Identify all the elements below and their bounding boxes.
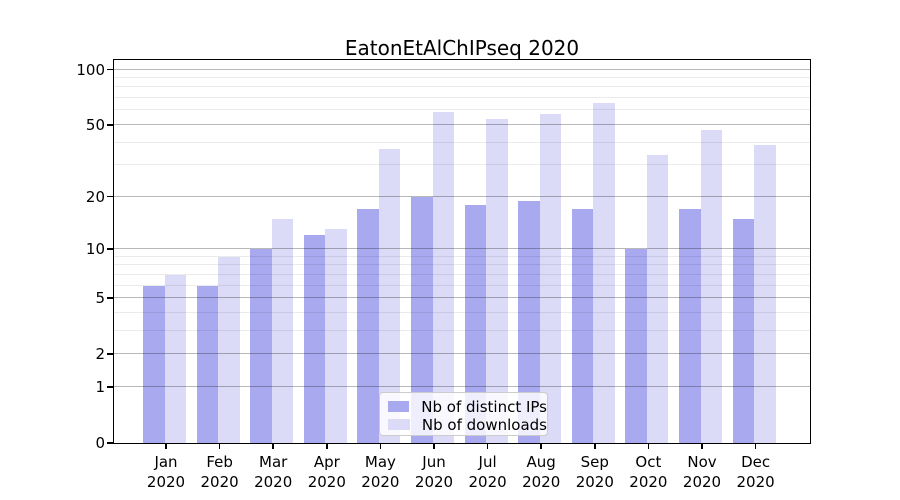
y-tick-label-10: 10 bbox=[85, 239, 105, 258]
x-tick-label-jan: Jan 2020 bbox=[146, 453, 186, 491]
bar-distinct-ips-mar bbox=[250, 248, 272, 443]
minor-gridline-30 bbox=[114, 164, 810, 166]
bar-distinct-ips-feb bbox=[196, 285, 219, 443]
major-gridline-2 bbox=[114, 353, 810, 355]
y-tick-mark-100 bbox=[107, 68, 113, 71]
legend-swatch-downloads bbox=[388, 419, 410, 430]
bar-downloads-dec bbox=[754, 144, 776, 443]
y-tick-label-1: 1 bbox=[95, 377, 105, 396]
x-tick-mark-dec bbox=[754, 444, 757, 449]
bar-downloads-aug bbox=[539, 114, 562, 443]
major-gridline-5 bbox=[114, 297, 810, 298]
major-gridline-10 bbox=[114, 247, 810, 249]
x-tick-mark-aug bbox=[540, 444, 542, 449]
bar-distinct-ips-sep bbox=[571, 209, 594, 443]
bar-downloads-apr bbox=[325, 229, 347, 443]
x-tick-label-oct: Oct 2020 bbox=[629, 453, 668, 491]
legend-item-distinct-ips: Nb of distinct IPs bbox=[388, 397, 547, 416]
x-tick-label-apr: Apr 2020 bbox=[307, 453, 346, 491]
y-tick-mark-1 bbox=[107, 386, 113, 388]
y-tick-label-0: 0 bbox=[95, 434, 105, 452]
major-gridline-50 bbox=[114, 123, 810, 125]
bar-distinct-ips-aug bbox=[518, 200, 540, 443]
minor-gridline-7 bbox=[114, 273, 810, 275]
x-tick-mark-apr bbox=[326, 444, 328, 449]
x-tick-label-sep: Sep 2020 bbox=[575, 453, 614, 491]
y-tick-mark-2 bbox=[107, 353, 113, 355]
bar-distinct-ips-jun bbox=[411, 196, 433, 443]
x-tick-mark-nov bbox=[701, 444, 703, 449]
bar-downloads-oct bbox=[646, 155, 669, 443]
bar-downloads-may bbox=[378, 148, 401, 443]
x-tick-label-feb: Feb 2020 bbox=[200, 453, 239, 491]
bar-downloads-mar bbox=[271, 218, 294, 443]
x-tick-mark-jul bbox=[486, 444, 489, 449]
minor-gridline-9 bbox=[114, 255, 810, 257]
x-tick-label-nov: Nov 2020 bbox=[682, 453, 722, 491]
legend-label-distinct-ips: Nb of distinct IPs bbox=[421, 397, 547, 416]
x-tick-mark-sep bbox=[594, 444, 596, 449]
x-tick-label-dec: Dec 2020 bbox=[736, 453, 775, 491]
plot-area bbox=[114, 60, 810, 443]
bar-downloads-nov bbox=[700, 129, 722, 443]
bar-distinct-ips-jan bbox=[143, 285, 165, 443]
bar-distinct-ips-oct bbox=[625, 248, 647, 443]
minor-gridline-80 bbox=[114, 86, 810, 88]
chart-title: EatonEtAlChIPseq 2020 bbox=[344, 36, 580, 60]
minor-gridline-6 bbox=[114, 284, 810, 286]
bar-distinct-ips-jul bbox=[464, 204, 487, 443]
y-tick-mark-50 bbox=[107, 124, 113, 126]
bar-downloads-sep bbox=[593, 102, 615, 443]
x-tick-mark-may bbox=[379, 444, 382, 449]
major-gridline-20 bbox=[114, 195, 810, 197]
x-tick-label-aug: Aug 2020 bbox=[522, 453, 561, 491]
x-tick-mark-mar bbox=[272, 444, 274, 449]
minor-gridline-70 bbox=[114, 97, 810, 98]
y-tick-label-2: 2 bbox=[95, 345, 105, 364]
bar-downloads-jun bbox=[432, 111, 454, 443]
bar-downloads-feb bbox=[218, 256, 240, 443]
minor-gridline-90 bbox=[114, 76, 810, 78]
minor-gridline-3 bbox=[114, 329, 810, 331]
x-tick-label-jun: Jun 2020 bbox=[414, 453, 454, 491]
bar-distinct-ips-apr bbox=[303, 235, 326, 443]
y-tick-mark-5 bbox=[107, 297, 113, 299]
major-gridline-100 bbox=[114, 68, 810, 70]
legend-label-downloads: Nb of downloads bbox=[421, 415, 547, 434]
x-tick-label-jul: Jul 2020 bbox=[468, 453, 507, 491]
legend-swatch-distinct-ips bbox=[388, 401, 410, 412]
x-tick-mark-jun bbox=[433, 444, 435, 449]
minor-gridline-4 bbox=[114, 311, 810, 313]
bar-distinct-ips-nov bbox=[679, 209, 701, 443]
minor-gridline-60 bbox=[114, 109, 810, 111]
bar-downloads-jul bbox=[486, 118, 508, 443]
y-tick-label-50: 50 bbox=[85, 115, 105, 134]
legend-item-downloads: Nb of downloads bbox=[388, 415, 547, 434]
bar-downloads-jan bbox=[164, 274, 186, 443]
x-tick-label-may: May 2020 bbox=[361, 453, 400, 491]
minor-gridline-40 bbox=[114, 141, 810, 143]
y-tick-mark-10 bbox=[107, 248, 113, 250]
y-tick-label-100: 100 bbox=[76, 60, 105, 79]
bar-distinct-ips-dec bbox=[732, 218, 755, 443]
y-tick-mark-0 bbox=[107, 442, 113, 444]
x-tick-label-mar: Mar 2020 bbox=[254, 453, 293, 491]
y-tick-mark-20 bbox=[107, 195, 113, 198]
minor-gridline-8 bbox=[114, 264, 810, 266]
x-tick-mark-feb bbox=[218, 444, 221, 449]
x-tick-mark-jan bbox=[165, 444, 167, 449]
y-tick-label-20: 20 bbox=[85, 187, 105, 206]
major-gridline-1 bbox=[114, 385, 810, 387]
bar-distinct-ips-may bbox=[357, 209, 379, 443]
y-tick-label-5: 5 bbox=[95, 288, 105, 307]
x-tick-mark-oct bbox=[647, 444, 650, 449]
legend: Nb of distinct IPs Nb of downloads bbox=[379, 392, 548, 436]
